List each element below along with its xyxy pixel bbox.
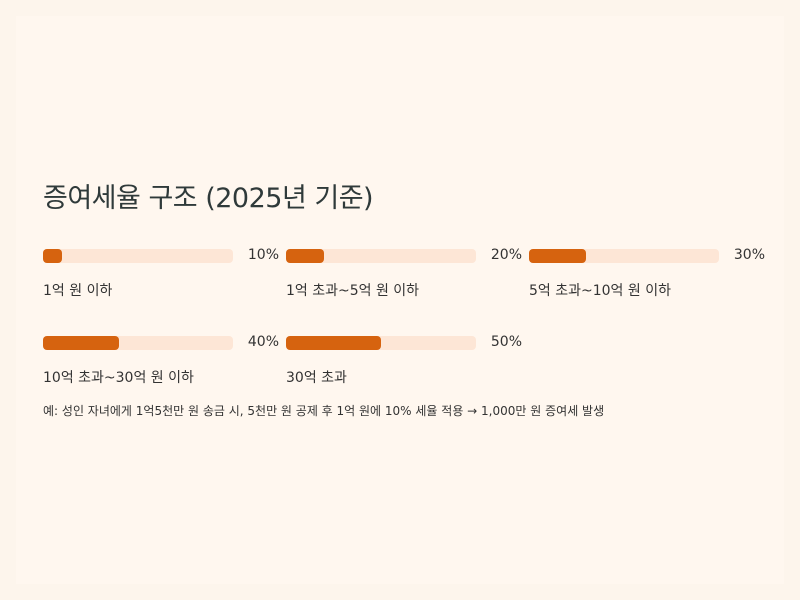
category-label: 30억 초과 [286, 370, 347, 386]
category-label: 10억 초과~30억 원 이하 [43, 370, 194, 386]
bar [529, 249, 586, 263]
value-label: 40% [247, 334, 279, 350]
bar [286, 249, 324, 263]
panel: 증여세율 구조 (2025년 기준) 예: 성인 자녀에게 1억5천만 원 송금… [16, 16, 784, 584]
category-label: 1억 초과~5억 원 이하 [286, 283, 420, 299]
value-label: 20% [490, 247, 522, 263]
note: 예: 성인 자녀에게 1억5천만 원 송금 시, 5천만 원 공제 후 1억 원… [43, 404, 605, 418]
bar [43, 249, 62, 263]
chart-title: 증여세율 구조 (2025년 기준) [43, 183, 374, 214]
value-label: 50% [490, 334, 522, 350]
value-label: 10% [247, 247, 279, 263]
value-label: 30% [733, 247, 765, 263]
category-label: 1억 원 이하 [43, 283, 113, 299]
bar-track [43, 336, 233, 350]
category-label: 5억 초과~10억 원 이하 [529, 283, 671, 299]
bar-track [286, 249, 476, 263]
bar-track [43, 249, 233, 263]
bar [286, 336, 381, 350]
bar-track [286, 336, 476, 350]
bar-track [529, 249, 719, 263]
bar [43, 336, 119, 350]
